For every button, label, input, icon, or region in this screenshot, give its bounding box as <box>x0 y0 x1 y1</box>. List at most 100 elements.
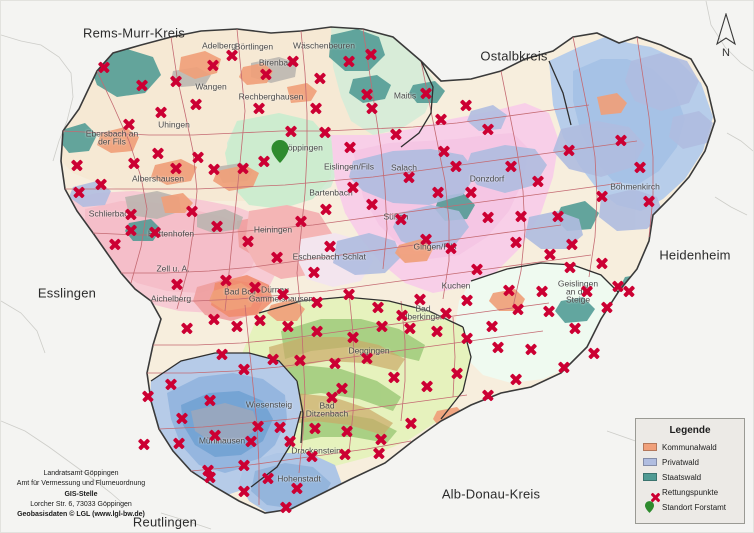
rescue-point-marker[interactable] <box>510 373 523 386</box>
rescue-point-marker[interactable] <box>339 448 352 461</box>
rescue-point-marker[interactable] <box>558 361 571 374</box>
rescue-point-marker[interactable] <box>262 472 275 485</box>
rescue-point-marker[interactable] <box>336 382 349 395</box>
rescue-point-marker[interactable] <box>245 435 258 448</box>
rescue-point-marker[interactable] <box>432 186 445 199</box>
rescue-point-marker[interactable] <box>252 420 265 433</box>
rescue-point-marker[interactable] <box>390 128 403 141</box>
rescue-point-marker[interactable] <box>128 157 141 170</box>
rescue-point-marker[interactable] <box>503 284 516 297</box>
rescue-point-marker[interactable] <box>149 226 162 239</box>
rescue-point-marker[interactable] <box>361 88 374 101</box>
rescue-point-marker[interactable] <box>372 301 385 314</box>
rescue-point-marker[interactable] <box>282 320 295 333</box>
rescue-point-marker[interactable] <box>450 160 463 173</box>
rescue-point-marker[interactable] <box>596 257 609 270</box>
rescue-point-marker[interactable] <box>544 248 557 261</box>
rescue-point-marker[interactable] <box>404 322 417 335</box>
rescue-point-marker[interactable] <box>238 485 251 498</box>
rescue-point-marker[interactable] <box>260 68 273 81</box>
rescue-point-marker[interactable] <box>208 313 221 326</box>
rescue-point-marker[interactable] <box>181 322 194 335</box>
rescue-point-marker[interactable] <box>343 288 356 301</box>
rescue-point-marker[interactable] <box>125 224 138 237</box>
rescue-point-marker[interactable] <box>543 305 556 318</box>
rescue-point-marker[interactable] <box>138 438 151 451</box>
rescue-point-marker[interactable] <box>253 102 266 115</box>
rescue-point-marker[interactable] <box>190 98 203 111</box>
rescue-point-marker[interactable] <box>152 147 165 160</box>
rescue-point-marker[interactable] <box>173 437 186 450</box>
rescue-point-marker[interactable] <box>238 459 251 472</box>
rescue-point-marker[interactable] <box>211 220 224 233</box>
rescue-point-marker[interactable] <box>569 322 582 335</box>
rescue-point-marker[interactable] <box>515 210 528 223</box>
rescue-point-marker[interactable] <box>271 251 284 264</box>
rescue-point-marker[interactable] <box>171 278 184 291</box>
rescue-point-marker[interactable] <box>220 274 233 287</box>
rescue-point-marker[interactable] <box>435 113 448 126</box>
rescue-point-marker[interactable] <box>208 163 221 176</box>
rescue-point-marker[interactable] <box>311 296 324 309</box>
rescue-point-marker[interactable] <box>395 213 408 226</box>
rescue-point-marker[interactable] <box>274 421 287 434</box>
rescue-point-marker[interactable] <box>566 238 579 251</box>
rescue-point-marker[interactable] <box>155 106 168 119</box>
rescue-point-marker[interactable] <box>204 394 217 407</box>
rescue-point-marker[interactable] <box>98 61 111 74</box>
rescue-point-marker[interactable] <box>226 49 239 62</box>
rescue-point-marker[interactable] <box>343 55 356 68</box>
rescue-point-marker[interactable] <box>258 155 271 168</box>
rescue-point-marker[interactable] <box>294 354 307 367</box>
rescue-point-marker[interactable] <box>403 171 416 184</box>
rescue-point-marker[interactable] <box>320 203 333 216</box>
rescue-point-marker[interactable] <box>492 341 505 354</box>
rescue-point-marker[interactable] <box>461 332 474 345</box>
rescue-point-marker[interactable] <box>366 102 379 115</box>
rescue-point-marker[interactable] <box>176 412 189 425</box>
rescue-point-marker[interactable] <box>73 186 86 199</box>
rescue-point-marker[interactable] <box>361 352 374 365</box>
rescue-point-marker[interactable] <box>186 205 199 218</box>
rescue-point-marker[interactable] <box>525 343 538 356</box>
rescue-point-marker[interactable] <box>420 87 433 100</box>
rescue-point-marker[interactable] <box>136 79 149 92</box>
rescue-point-marker[interactable] <box>505 160 518 173</box>
rescue-point-marker[interactable] <box>204 471 217 484</box>
rescue-point-marker[interactable] <box>71 159 84 172</box>
rescue-point-marker[interactable] <box>249 281 262 294</box>
rescue-point-marker[interactable] <box>563 144 576 157</box>
rescue-point-marker[interactable] <box>311 325 324 338</box>
rescue-point-marker[interactable] <box>319 126 332 139</box>
rescue-point-marker[interactable] <box>486 320 499 333</box>
rescue-point-marker[interactable] <box>388 371 401 384</box>
rescue-point-marker[interactable] <box>231 320 244 333</box>
rescue-point-marker[interactable] <box>284 435 297 448</box>
rescue-point-marker[interactable] <box>347 181 360 194</box>
rescue-point-marker[interactable] <box>254 314 267 327</box>
rescue-point-marker[interactable] <box>291 482 304 495</box>
rescue-point-marker[interactable] <box>596 190 609 203</box>
rescue-point-marker[interactable] <box>170 162 183 175</box>
rescue-point-marker[interactable] <box>216 348 229 361</box>
rescue-point-marker[interactable] <box>365 48 378 61</box>
rescue-point-marker[interactable] <box>376 320 389 333</box>
rescue-point-marker[interactable] <box>309 422 322 435</box>
rescue-point-marker[interactable] <box>581 285 594 298</box>
rescue-point-marker[interactable] <box>324 240 337 253</box>
rescue-point-marker[interactable] <box>431 325 444 338</box>
rescue-point-marker[interactable] <box>414 293 427 306</box>
rescue-point-marker[interactable] <box>306 450 319 463</box>
rescue-point-marker[interactable] <box>643 195 656 208</box>
rescue-point-marker[interactable] <box>310 102 323 115</box>
rescue-point-marker[interactable] <box>242 235 255 248</box>
rescue-point-marker[interactable] <box>287 55 300 68</box>
rescue-point-marker[interactable] <box>405 417 418 430</box>
rescue-point-marker[interactable] <box>564 261 577 274</box>
rescue-point-marker[interactable] <box>209 429 222 442</box>
rescue-point-marker[interactable] <box>308 266 321 279</box>
rescue-point-marker[interactable] <box>615 134 628 147</box>
rescue-point-marker[interactable] <box>207 59 220 72</box>
rescue-point-marker[interactable] <box>285 125 298 138</box>
forest-office-pin-icon[interactable] <box>271 140 289 163</box>
